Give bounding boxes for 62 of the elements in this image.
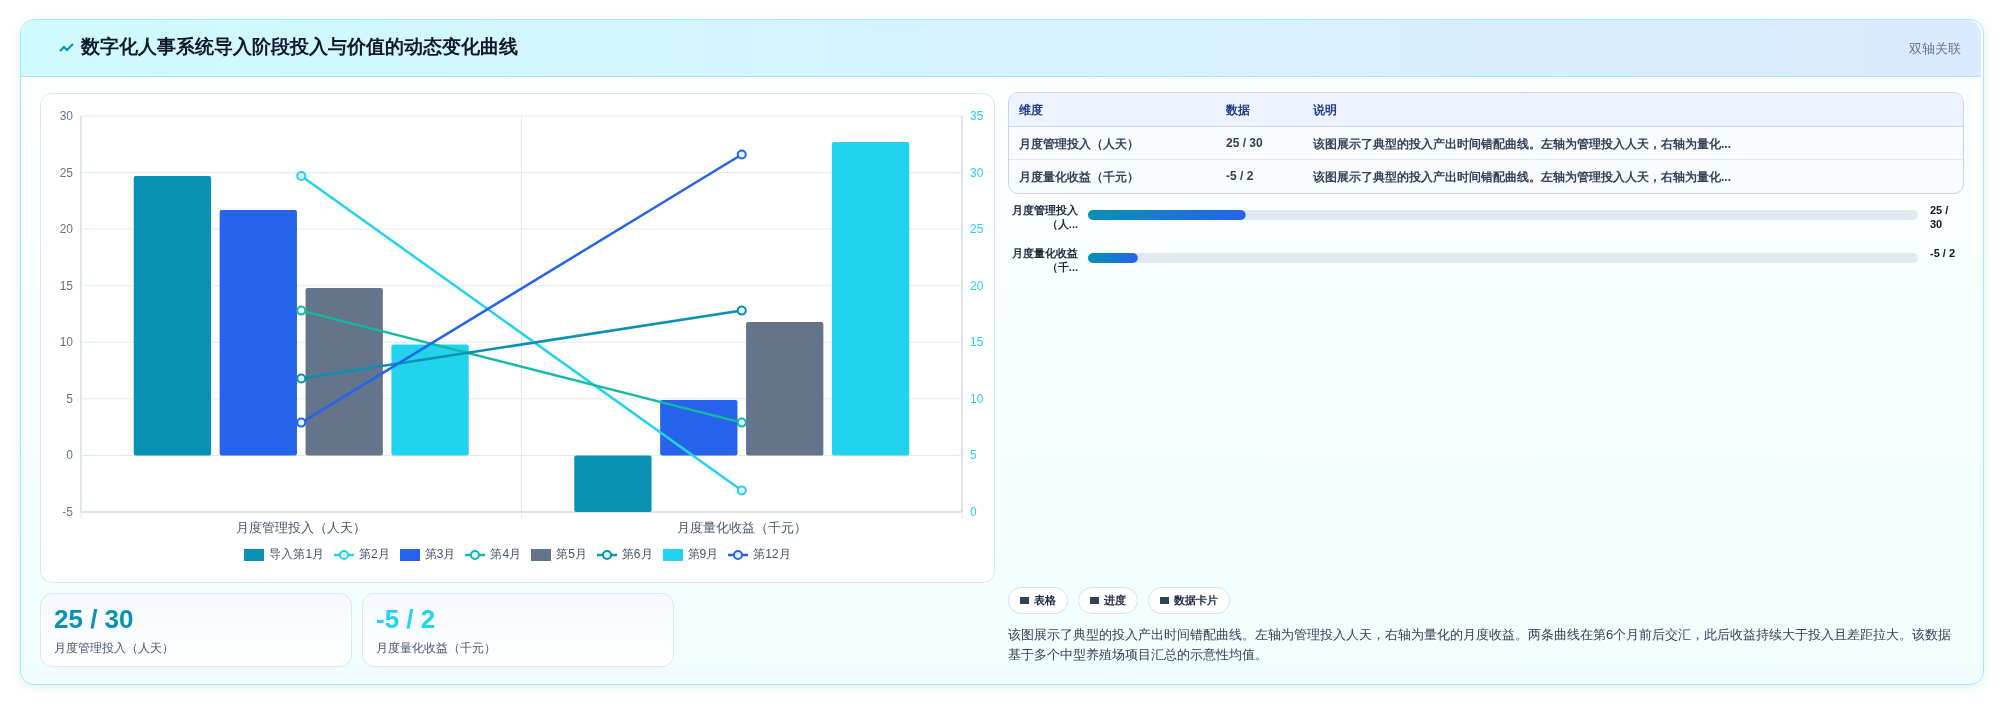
y2-tick-label: 0	[970, 505, 977, 519]
y-tick-label: 25	[59, 165, 74, 180]
legend-label: 第4月	[490, 546, 522, 563]
text: 月度管理投入（人天）	[1019, 136, 1139, 153]
y-tick-label: 20	[59, 222, 74, 237]
legend-label: 第12月	[753, 546, 791, 563]
text: 25 / 30	[1930, 203, 1950, 231]
text: 25 / 30	[54, 604, 134, 635]
text: -5 / 2	[376, 604, 436, 635]
legend-label: 导入第1月	[269, 546, 325, 563]
bar	[133, 175, 212, 456]
text: 月度管理投入（人...	[1011, 203, 1078, 231]
category-label: 数据	[1226, 102, 1250, 119]
y2-tick-label: 10	[970, 391, 984, 406]
legend-label: 第5月	[556, 546, 587, 563]
legend-label: 第3月	[424, 546, 456, 563]
point	[736, 485, 747, 496]
text: 月度量化收益（千元）	[1019, 169, 1139, 186]
text: 该图展示了典型的投入产出时间错配曲线。左轴为管理投入人天，右轴为量化的月度收益。两条曲线在第6个月前后交汇，此后收益持续大于投入且差距拉大。该数据基于多个中型养殖场项目汇总的示意性均值。	[1008, 626, 1953, 664]
text: 月度量化收益（千...	[1011, 246, 1078, 274]
legend-label: 第2月	[359, 546, 390, 563]
point	[736, 417, 747, 428]
point	[296, 417, 307, 428]
text: 25 / 30	[1226, 136, 1263, 150]
y2-tick-label: 35	[970, 109, 984, 123]
text: 月度量化收益（千元）	[376, 640, 496, 657]
point	[736, 149, 747, 160]
text: -5 / 2	[1226, 169, 1254, 183]
y-tick-label: 5	[66, 391, 74, 406]
y2-tick-label: 5	[970, 448, 977, 463]
text: 双轴关联	[1909, 40, 1961, 58]
text: 进度	[1104, 593, 1126, 608]
text: 数字化人事系统导入阶段投入与价值的动态变化曲线	[81, 35, 518, 59]
text: 该图展示了典型的投入产出时间错配曲线。左轴为管理投入人天，右轴为量化...	[1313, 169, 1732, 186]
bar	[746, 321, 824, 456]
point	[296, 305, 307, 316]
y-tick-label: 0	[66, 448, 74, 463]
point	[296, 373, 307, 384]
y2-tick-label: 25	[970, 222, 984, 237]
bar	[391, 344, 469, 456]
category-label: 维度	[1019, 102, 1043, 119]
y-tick-label: 10	[59, 335, 74, 350]
text: 数据卡片	[1174, 593, 1218, 608]
y-tick-label: 30	[59, 109, 74, 123]
text: 该图展示了典型的投入产出时间错配曲线。左轴为管理投入人天，右轴为量化...	[1313, 136, 1732, 153]
y2-tick-label: 30	[970, 165, 984, 180]
point	[296, 170, 307, 181]
legend-label: 第9月	[687, 546, 719, 563]
bar	[305, 287, 383, 456]
point	[736, 305, 747, 316]
legend-label: 第6月	[621, 546, 653, 563]
text: 表格	[1034, 593, 1056, 608]
bar	[831, 142, 910, 456]
y-tick-label: 15	[59, 278, 74, 293]
category-label: 说明	[1313, 102, 1337, 119]
text: 月度管理投入（人天）	[54, 640, 174, 657]
bar	[660, 399, 738, 456]
y2-tick-label: 15	[970, 335, 984, 350]
y2-tick-label: 20	[970, 278, 984, 293]
bar	[574, 455, 652, 512]
y-tick-label: -5	[62, 505, 74, 519]
text: -5 / 2	[1930, 246, 1957, 260]
